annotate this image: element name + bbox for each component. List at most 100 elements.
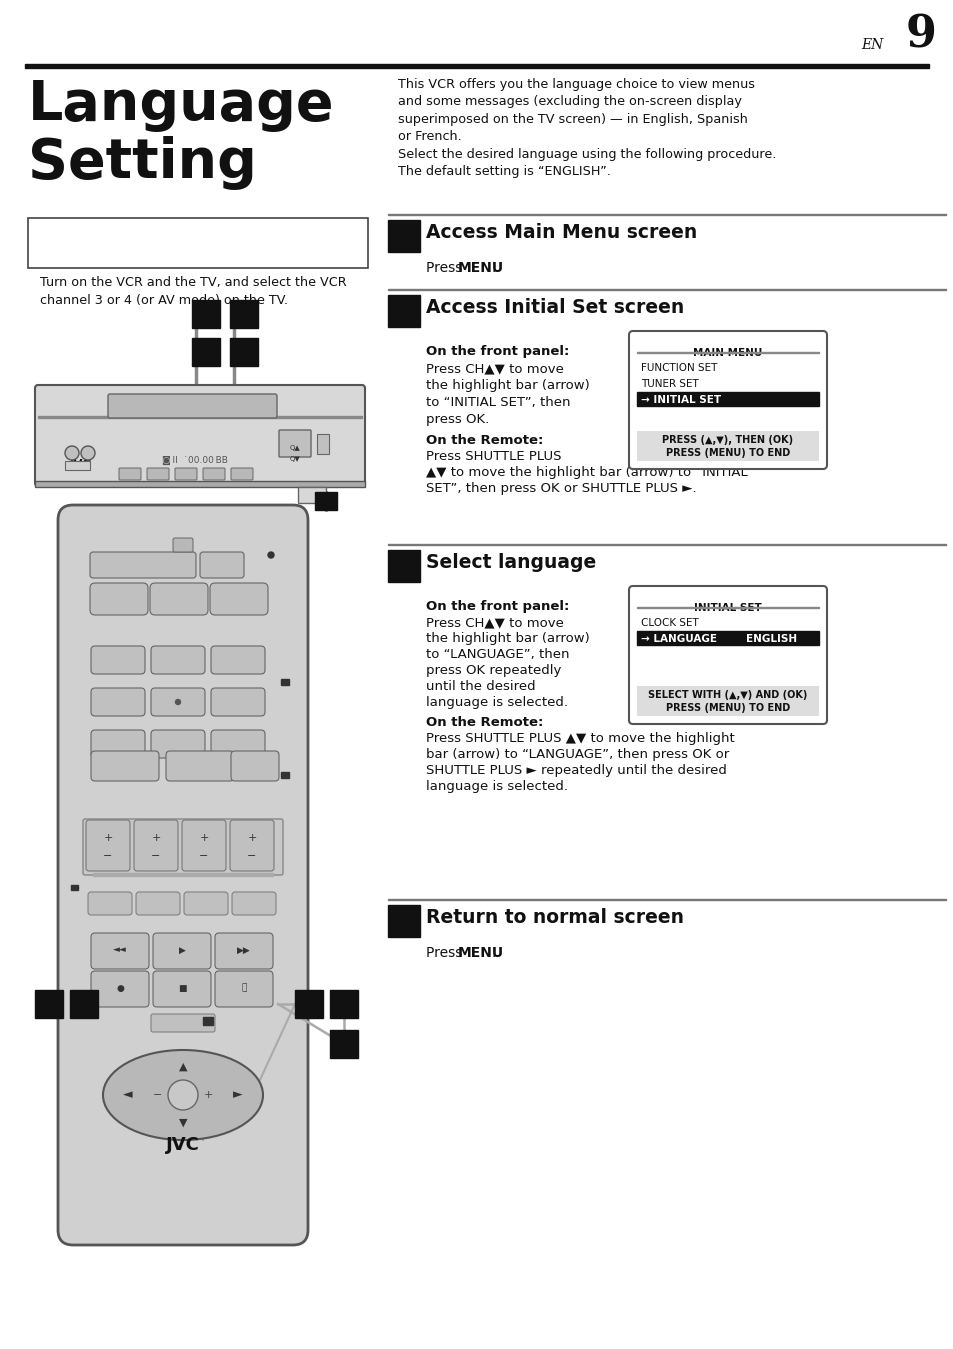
Text: language is selected.: language is selected.	[426, 696, 567, 710]
Bar	[35, 482, 365, 487]
FancyBboxPatch shape	[91, 688, 145, 716]
Ellipse shape	[103, 1050, 263, 1140]
Text: ►: ►	[233, 1089, 243, 1102]
Text: −: −	[153, 1090, 163, 1099]
Text: Language: Language	[28, 78, 335, 132]
Bar	[230, 339, 257, 366]
Text: ◄: ◄	[123, 1089, 132, 1102]
Text: Access Main Menu screen: Access Main Menu screen	[426, 223, 697, 241]
Text: This VCR offers you the language choice to view menus
and some messages (excludi: This VCR offers you the language choice …	[397, 78, 776, 178]
Text: Setting: Setting	[28, 136, 256, 190]
Text: Press SHUTTLE PLUS: Press SHUTTLE PLUS	[426, 451, 561, 463]
Bar	[388, 213, 945, 214]
Text: Q▲: Q▲	[290, 445, 300, 451]
FancyBboxPatch shape	[90, 583, 148, 615]
Text: press OK repeatedly: press OK repeatedly	[426, 664, 560, 677]
Text: ●: ●	[116, 983, 124, 993]
Text: INITIAL SET: INITIAL SET	[694, 603, 761, 612]
FancyBboxPatch shape	[151, 688, 205, 716]
Text: ⏸: ⏸	[241, 983, 247, 993]
Text: +: +	[247, 832, 256, 843]
Bar	[388, 898, 945, 900]
FancyBboxPatch shape	[147, 468, 169, 480]
FancyBboxPatch shape	[152, 971, 211, 1006]
FancyBboxPatch shape	[35, 384, 365, 486]
Text: Press CH▲▼ to move: Press CH▲▼ to move	[426, 616, 563, 629]
FancyBboxPatch shape	[150, 583, 208, 615]
Text: ▶: ▶	[178, 946, 185, 955]
Text: ◄◄: ◄◄	[113, 946, 127, 955]
Text: SELECT WITH (▲,▼) AND (OK)
PRESS (MENU) TO END: SELECT WITH (▲,▼) AND (OK) PRESS (MENU) …	[648, 689, 807, 714]
Text: Q▼: Q▼	[290, 456, 300, 461]
FancyBboxPatch shape	[628, 331, 826, 469]
Text: JVC: JVC	[70, 459, 92, 471]
Text: ▲▼ to move the highlight bar (arrow) to “INITIAL: ▲▼ to move the highlight bar (arrow) to …	[426, 465, 747, 479]
Bar	[203, 1017, 213, 1025]
FancyBboxPatch shape	[203, 468, 225, 480]
Text: CLOCK SET: CLOCK SET	[640, 618, 698, 629]
Text: MENU: MENU	[457, 946, 503, 960]
FancyBboxPatch shape	[182, 820, 226, 871]
Bar	[192, 339, 220, 366]
Text: Return to normal screen: Return to normal screen	[426, 908, 683, 927]
Bar	[388, 220, 419, 252]
Text: PRESS (▲,▼), THEN (OK)
PRESS (MENU) TO END: PRESS (▲,▼), THEN (OK) PRESS (MENU) TO E…	[661, 434, 793, 459]
Text: −: −	[247, 851, 256, 861]
FancyBboxPatch shape	[152, 934, 211, 969]
FancyBboxPatch shape	[214, 934, 273, 969]
Bar	[25, 63, 928, 67]
Text: On the front panel:: On the front panel:	[426, 600, 569, 612]
FancyBboxPatch shape	[231, 468, 253, 480]
Bar	[70, 990, 98, 1018]
FancyBboxPatch shape	[211, 730, 265, 758]
Bar	[35, 990, 63, 1018]
Bar	[281, 772, 289, 778]
FancyBboxPatch shape	[108, 394, 276, 418]
FancyBboxPatch shape	[83, 819, 283, 876]
FancyBboxPatch shape	[211, 646, 265, 674]
FancyBboxPatch shape	[58, 505, 308, 1245]
FancyBboxPatch shape	[230, 820, 274, 871]
Bar	[388, 550, 419, 581]
Bar	[388, 544, 945, 545]
Text: ▼: ▼	[178, 1118, 187, 1128]
Text: Press SHUTTLE PLUS ▲▼ to move the highlight: Press SHUTTLE PLUS ▲▼ to move the highli…	[426, 733, 734, 745]
Text: Turn on the VCR and the TV, and select the VCR
channel 3 or 4 (or AV mode) on th: Turn on the VCR and the TV, and select t…	[40, 277, 346, 308]
Bar	[297, 487, 326, 503]
Text: TUNER SET: TUNER SET	[640, 379, 698, 389]
Bar	[192, 299, 220, 328]
FancyBboxPatch shape	[231, 751, 278, 781]
FancyBboxPatch shape	[200, 552, 244, 577]
FancyBboxPatch shape	[184, 892, 228, 915]
FancyBboxPatch shape	[151, 646, 205, 674]
Text: ◙ II  ˙00.00 BB: ◙ II ˙00.00 BB	[162, 456, 228, 465]
FancyBboxPatch shape	[133, 820, 178, 871]
Bar	[65, 461, 90, 469]
Text: ■: ■	[177, 983, 186, 993]
Text: MENU: MENU	[457, 260, 503, 275]
Text: ▲: ▲	[178, 1062, 187, 1072]
Bar	[330, 990, 357, 1018]
Text: JVC: JVC	[166, 1136, 200, 1153]
FancyBboxPatch shape	[91, 730, 145, 758]
FancyBboxPatch shape	[88, 892, 132, 915]
Text: 9: 9	[904, 13, 936, 57]
Bar	[388, 905, 419, 938]
Circle shape	[81, 447, 95, 460]
FancyBboxPatch shape	[166, 751, 233, 781]
FancyBboxPatch shape	[91, 646, 145, 674]
Text: On the front panel:: On the front panel:	[426, 345, 569, 357]
Bar	[314, 492, 336, 510]
Text: FUNCTION SET: FUNCTION SET	[640, 363, 717, 374]
Bar	[281, 679, 289, 685]
FancyBboxPatch shape	[628, 585, 826, 724]
FancyBboxPatch shape	[210, 583, 268, 615]
Text: +: +	[199, 832, 209, 843]
FancyBboxPatch shape	[278, 430, 311, 457]
Text: Press CH▲▼ to move: Press CH▲▼ to move	[426, 362, 563, 375]
Bar	[230, 299, 257, 328]
Text: .: .	[492, 260, 496, 275]
Text: until the desired: until the desired	[426, 680, 535, 693]
Text: to “INITIAL SET”, then: to “INITIAL SET”, then	[426, 397, 570, 409]
Text: the highlight bar (arrow): the highlight bar (arrow)	[426, 379, 589, 393]
